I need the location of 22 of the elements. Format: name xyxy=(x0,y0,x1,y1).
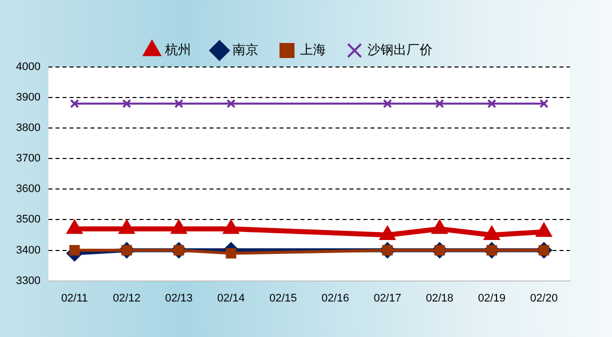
x-tick-label: 02/14 xyxy=(217,292,245,304)
y-tick-label: 3600 xyxy=(16,183,40,196)
y-tick-label: 3400 xyxy=(16,244,40,256)
x-tick-label: 02/20 xyxy=(530,292,558,304)
legend-label: 杭州 xyxy=(164,42,191,58)
x-tick-label: 02/17 xyxy=(374,292,402,304)
y-tick-label: 3300 xyxy=(16,274,40,287)
y-tick-label: 3900 xyxy=(16,92,40,104)
x-tick-label: 02/19 xyxy=(478,292,506,304)
legend-label: 沙钢出厂价 xyxy=(368,42,432,58)
y-tick-label: 3700 xyxy=(16,152,40,165)
legend-label: 上海 xyxy=(300,42,326,58)
x-tick-label: 02/15 xyxy=(269,292,297,304)
legend-label: 南京 xyxy=(232,42,258,58)
x-tick-label: 02/18 xyxy=(426,292,454,304)
y-tick-label: 3500 xyxy=(16,214,40,226)
x-tick-label: 02/11 xyxy=(61,292,88,304)
y-tick-label: 4000 xyxy=(16,61,40,74)
x-tick-label: 02/12 xyxy=(112,292,140,304)
y-tick-label: 3800 xyxy=(16,122,40,134)
x-tick-label: 02/13 xyxy=(165,292,193,304)
x-tick-label: 02/16 xyxy=(322,292,350,304)
